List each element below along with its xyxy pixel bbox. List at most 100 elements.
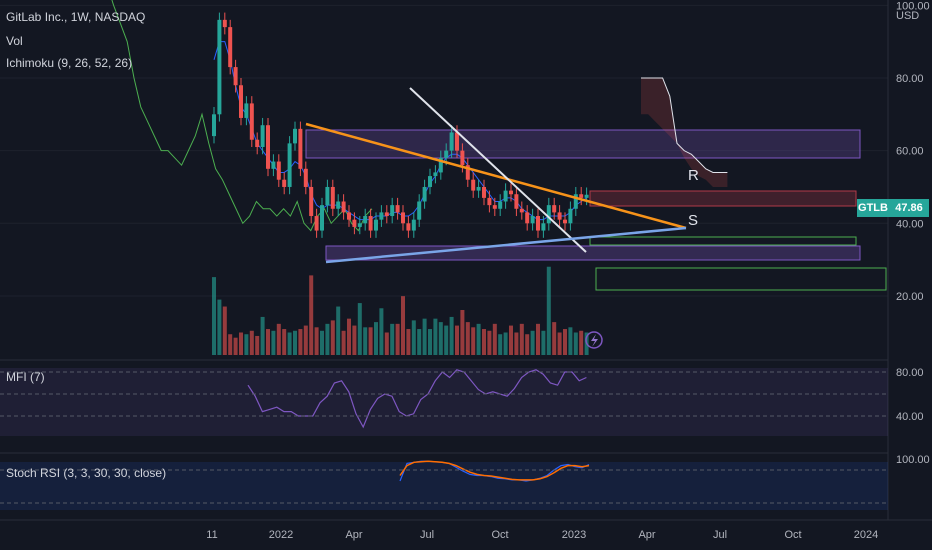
candle-body <box>514 194 519 209</box>
volume-bar <box>422 318 427 355</box>
volume-bar <box>341 330 346 355</box>
volume-bar <box>492 323 497 355</box>
support-zone <box>325 245 861 261</box>
price-tick-label: 80.00 <box>896 73 924 85</box>
candle-body <box>444 150 449 158</box>
candle-body <box>271 161 276 169</box>
volume-bar <box>573 332 578 355</box>
ticker-badge: GTLB <box>857 199 889 217</box>
vol-legend[interactable]: Vol <box>6 34 23 48</box>
volume-bar <box>433 318 438 355</box>
time-tick-label: Oct <box>784 529 801 541</box>
candle-body <box>255 139 260 148</box>
volume-bar <box>503 332 508 355</box>
trendlines[interactable] <box>305 87 687 264</box>
volume-bar <box>514 332 519 355</box>
candle-body <box>212 114 216 137</box>
volume-bar <box>228 334 233 355</box>
candle-body <box>401 212 405 224</box>
stoch-rsi-legend[interactable]: Stoch RSI (3, 3, 30, 30, close) <box>6 466 167 480</box>
candle-body <box>222 19 227 28</box>
candles <box>212 12 589 238</box>
volume-bar <box>541 330 546 355</box>
candle-body <box>476 186 481 191</box>
candle-body <box>217 19 222 115</box>
time-tick-label: Jul <box>713 529 727 541</box>
candle-body <box>509 190 513 195</box>
candle-body <box>309 186 314 217</box>
volume-bar <box>487 330 492 355</box>
price-tick-label: 100.00 <box>896 0 930 12</box>
mfi-tick-label: 40.00 <box>896 411 924 423</box>
candle-body <box>503 190 508 202</box>
volume-bar <box>406 329 411 355</box>
candle-body <box>498 201 503 209</box>
volume-bar <box>390 323 395 355</box>
green-zone <box>589 236 857 246</box>
currency-label: USD <box>896 10 919 22</box>
volume-bar <box>557 332 562 355</box>
volume-bar <box>357 303 362 355</box>
candle-body <box>336 201 341 209</box>
volume-bar <box>293 330 297 355</box>
volume-bar <box>374 322 378 355</box>
candle-body <box>438 157 443 173</box>
red-zone <box>589 190 857 207</box>
volume-bar <box>244 334 249 355</box>
mfi-tick-label: 80.00 <box>896 367 924 379</box>
candle-body <box>314 216 319 231</box>
candle-body <box>298 128 303 169</box>
volume-bar <box>509 325 513 355</box>
candle-body <box>303 168 308 187</box>
volume-bar <box>449 316 454 355</box>
volume-bar <box>460 310 465 355</box>
orange-trendline <box>305 122 687 230</box>
volume-bar <box>417 329 422 355</box>
volume-bar <box>352 325 357 355</box>
candle-body <box>260 125 265 148</box>
ichimoku-legend[interactable]: Ichimoku (9, 26, 52, 26) <box>6 56 133 70</box>
volume-bar <box>476 323 481 355</box>
candle-body <box>546 205 551 224</box>
volume-bar <box>287 332 292 355</box>
candle-body <box>536 216 540 231</box>
volume-bar <box>552 322 557 355</box>
volume-bar <box>384 332 389 355</box>
candle-body <box>368 216 373 231</box>
volume-bar <box>320 330 324 355</box>
lagging-span <box>111 0 373 232</box>
candle-body <box>347 212 351 220</box>
time-tick-label: 2022 <box>269 529 293 541</box>
time-tick-label: 11 <box>206 529 217 541</box>
candle-body <box>406 223 411 231</box>
candle-body <box>379 212 384 220</box>
candle-body <box>341 201 346 213</box>
mfi-legend[interactable]: MFI (7) <box>6 370 45 384</box>
volume-bar <box>347 318 351 355</box>
candle-body <box>249 103 254 140</box>
candle-body <box>584 194 589 198</box>
volume-bar <box>282 329 287 355</box>
candle-body <box>471 179 476 191</box>
volume-bar <box>546 266 551 355</box>
volume-bar <box>438 322 443 355</box>
time-tick-label: Jul <box>420 529 434 541</box>
cloud-fill <box>641 77 728 187</box>
candle-body <box>282 179 287 187</box>
chart-title: GitLab Inc., 1W, NASDAQ <box>6 10 146 24</box>
resistance-label: R <box>688 167 699 184</box>
volume-bar <box>233 337 238 355</box>
candle-body <box>579 194 584 198</box>
support-label: S <box>688 212 698 229</box>
volume-bar <box>309 275 314 355</box>
volume-bar <box>525 334 530 355</box>
volume-bar <box>379 308 384 355</box>
candle-body <box>390 205 395 217</box>
time-tick-label: 2023 <box>562 529 586 541</box>
stoch-tick-label: 100.00 <box>896 454 930 466</box>
price-tick-label: 60.00 <box>896 146 924 158</box>
candle-body <box>395 205 400 213</box>
volume-bar <box>330 320 335 355</box>
candle-body <box>563 219 567 224</box>
